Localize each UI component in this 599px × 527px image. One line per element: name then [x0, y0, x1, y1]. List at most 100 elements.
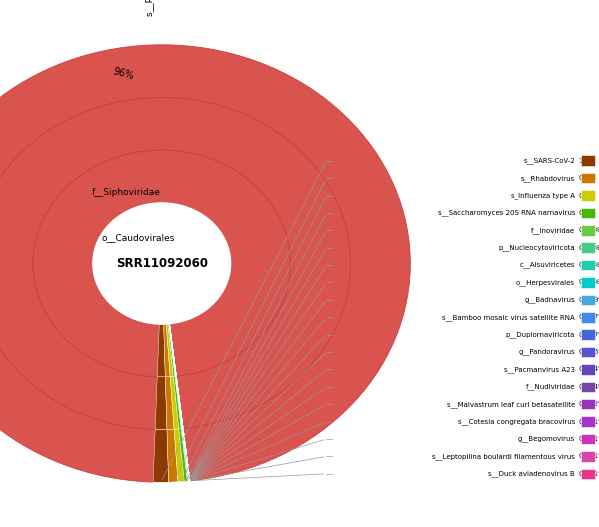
Wedge shape: [183, 428, 190, 481]
Wedge shape: [176, 376, 183, 428]
Text: 0.001%: 0.001%: [579, 471, 599, 477]
Wedge shape: [174, 429, 184, 482]
Text: 0.03%: 0.03%: [579, 245, 599, 251]
Text: 0.001%: 0.001%: [579, 436, 599, 442]
Bar: [581, 312, 595, 323]
Wedge shape: [176, 376, 183, 428]
Wedge shape: [170, 324, 176, 376]
Wedge shape: [170, 324, 176, 376]
Wedge shape: [173, 376, 181, 429]
Bar: [581, 208, 595, 218]
Wedge shape: [170, 324, 176, 376]
Wedge shape: [170, 324, 176, 376]
Bar: [581, 155, 595, 166]
Text: 0.001%: 0.001%: [579, 418, 599, 425]
Bar: [581, 364, 595, 375]
Wedge shape: [155, 377, 167, 430]
Wedge shape: [176, 376, 183, 428]
Text: 0.2%: 0.2%: [579, 210, 597, 216]
Bar: [581, 295, 595, 305]
Wedge shape: [170, 324, 176, 376]
Text: SRR11092060: SRR11092060: [116, 257, 208, 270]
Bar: [581, 347, 595, 357]
Wedge shape: [183, 428, 189, 481]
Wedge shape: [183, 428, 190, 481]
Wedge shape: [183, 428, 190, 481]
Wedge shape: [176, 376, 183, 428]
Bar: [581, 190, 595, 201]
Text: s__Cotesia congregata bracovirus: s__Cotesia congregata bracovirus: [458, 418, 575, 425]
Wedge shape: [170, 376, 179, 429]
Wedge shape: [170, 324, 176, 376]
Text: s__SARS-CoV-2: s__SARS-CoV-2: [524, 158, 575, 164]
Text: 0.007%: 0.007%: [579, 314, 599, 320]
Wedge shape: [183, 428, 190, 481]
Wedge shape: [176, 376, 183, 428]
Text: c__Alsuviricetes: c__Alsuviricetes: [519, 262, 575, 268]
Wedge shape: [181, 428, 188, 481]
Wedge shape: [176, 376, 183, 428]
Text: s__Malvastrum leaf curl betasatellite: s__Malvastrum leaf curl betasatellite: [447, 401, 575, 407]
Wedge shape: [170, 324, 176, 376]
Bar: [581, 399, 595, 409]
Bar: [581, 469, 595, 479]
Text: p__Duplornaviricota: p__Duplornaviricota: [506, 331, 575, 338]
Wedge shape: [176, 376, 183, 428]
Bar: [581, 173, 595, 183]
Wedge shape: [170, 324, 176, 376]
Text: 0.007%: 0.007%: [579, 331, 599, 338]
Wedge shape: [175, 376, 182, 428]
Bar: [581, 242, 595, 253]
Bar: [581, 451, 595, 462]
Text: o__Caudovirales: o__Caudovirales: [101, 232, 174, 242]
Text: 1%: 1%: [579, 158, 590, 164]
Wedge shape: [165, 377, 174, 430]
Text: s__Bamboo mosaic virus satellite RNA: s__Bamboo mosaic virus satellite RNA: [442, 314, 575, 320]
Wedge shape: [153, 430, 169, 482]
Text: f__Nudiviridae: f__Nudiviridae: [525, 384, 575, 390]
Wedge shape: [33, 150, 291, 377]
Wedge shape: [167, 429, 178, 482]
Wedge shape: [176, 376, 183, 428]
Text: o__Herpesvirales: o__Herpesvirales: [516, 279, 575, 286]
Wedge shape: [183, 428, 190, 481]
Text: p__Nucleocytoviricota: p__Nucleocytoviricota: [498, 245, 575, 251]
Text: 0.6%: 0.6%: [579, 175, 597, 181]
Text: s__Saccharomyces 20S RNA narnavirus: s__Saccharomyces 20S RNA narnavirus: [437, 210, 575, 216]
Text: 0.02%: 0.02%: [579, 279, 599, 286]
Text: 0.006%: 0.006%: [579, 349, 599, 355]
Text: s__Duck aviadenovirus B: s__Duck aviadenovirus B: [488, 471, 575, 477]
Wedge shape: [170, 324, 176, 376]
Wedge shape: [170, 324, 176, 376]
Wedge shape: [169, 324, 176, 376]
Text: 0.02%: 0.02%: [579, 262, 599, 268]
Bar: [581, 434, 595, 444]
Text: 96%: 96%: [112, 66, 135, 82]
Text: g__Badnavirus: g__Badnavirus: [524, 297, 575, 303]
Wedge shape: [167, 324, 173, 377]
Wedge shape: [176, 376, 182, 428]
Wedge shape: [183, 428, 190, 481]
Text: 0.004%: 0.004%: [579, 366, 599, 373]
Bar: [581, 416, 595, 427]
Wedge shape: [183, 428, 190, 481]
Text: f__Siphoviridae: f__Siphoviridae: [92, 188, 160, 197]
Wedge shape: [157, 324, 165, 377]
Circle shape: [93, 203, 231, 324]
Text: 0.001%: 0.001%: [579, 453, 599, 460]
Text: s__Proteus virus: s__Proteus virus: [145, 0, 154, 16]
Wedge shape: [183, 428, 190, 481]
Wedge shape: [182, 428, 189, 481]
Text: s__Rhabdovirus: s__Rhabdovirus: [521, 175, 575, 181]
Text: 0.06%: 0.06%: [579, 227, 599, 233]
Text: g__Pandoravirus: g__Pandoravirus: [518, 349, 575, 355]
Text: 0.004%: 0.004%: [579, 384, 599, 390]
Text: s__Pacmanvirus A23: s__Pacmanvirus A23: [504, 366, 575, 373]
Bar: [581, 329, 595, 340]
Wedge shape: [169, 324, 176, 376]
Wedge shape: [168, 324, 175, 376]
Wedge shape: [176, 376, 183, 428]
Bar: [581, 382, 595, 392]
Wedge shape: [179, 428, 187, 481]
Wedge shape: [170, 324, 176, 376]
